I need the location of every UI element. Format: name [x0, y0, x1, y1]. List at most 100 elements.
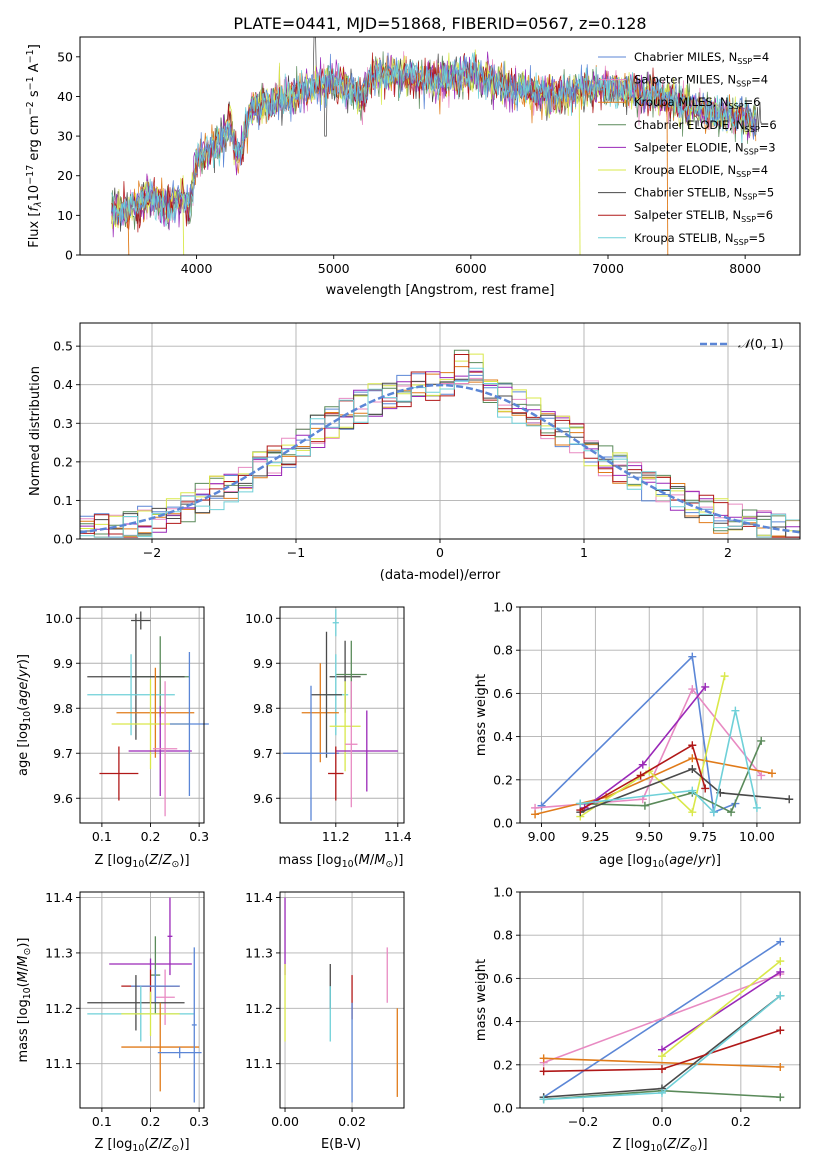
label-part: M: [359, 853, 370, 868]
legend-name: Salpeter ELODIE, N: [634, 140, 744, 154]
label-part: M: [16, 971, 31, 982]
legend-sub: SSP: [736, 170, 751, 179]
label-part: /: [158, 1137, 163, 1152]
label-part: M: [16, 956, 31, 967]
spectrum-line: [111, 49, 756, 229]
x-tick-label: 0.00: [271, 1114, 299, 1129]
weight-marker: [776, 1093, 785, 1102]
error-bar: [329, 681, 361, 772]
y-tick-label: 0.1: [53, 493, 73, 508]
x-tick-label: −2: [143, 545, 161, 560]
x-tick-label: 0.1: [92, 829, 112, 844]
legend-sub: SSP: [734, 238, 749, 247]
weight-marker: [688, 652, 697, 661]
y-tick-label: 9.8: [253, 701, 273, 716]
label-part: )]: [697, 1137, 707, 1152]
legend-suffix: =5: [749, 231, 766, 245]
y-tick-label: 9.8: [53, 701, 73, 716]
x-tick-label: 11.2: [322, 829, 350, 844]
legend-suffix: =3: [759, 140, 776, 154]
weight-series: [576, 706, 761, 817]
legend-name: Chabrier MILES, N: [634, 50, 737, 64]
legend-sub: SSP: [744, 147, 759, 156]
y-axis-label: mass weight: [474, 674, 489, 756]
x-tick-label: 0.2: [141, 829, 161, 844]
y-tick-label: 9.6: [253, 791, 273, 806]
weight-marker: [776, 957, 785, 966]
legend-entry: Salpeter STELIB, NSSP=6: [634, 208, 773, 224]
label-part: Flux [: [27, 212, 42, 248]
legend-entry: 𝒩(0, 1): [738, 336, 784, 351]
weight-marker: [701, 784, 710, 793]
error-bar: [87, 613, 185, 740]
legend-sub: SSP: [742, 193, 757, 202]
weight-marker: [757, 736, 766, 745]
label-part: −1: [25, 76, 36, 90]
x-tick-label: 2: [724, 545, 732, 560]
label-part: /: [676, 1137, 681, 1152]
label-part: Z: [162, 1137, 173, 1152]
error-bar: [345, 681, 358, 808]
label-part: 10: [132, 1143, 144, 1154]
error-bar: [328, 746, 344, 801]
y-tick-label: 11.1: [245, 1056, 273, 1071]
y-axis-label: Normed distribution: [28, 366, 43, 496]
weight-marker: [701, 682, 710, 691]
axes-frame: [279, 891, 405, 1109]
x-axis-label: Z [log10(Z/Z⊙)]: [94, 1137, 189, 1154]
weight-series: [539, 991, 785, 1104]
x-tick-label: 0.1: [92, 1114, 112, 1129]
weight-line: [579, 675, 726, 818]
legend-suffix: =4: [752, 50, 769, 64]
y-tick-label: 9.7: [53, 746, 73, 761]
spectrum-mask-drop: [666, 98, 669, 255]
label-part: )]: [393, 853, 403, 868]
y-axis-label: mass weight: [474, 959, 489, 1041]
label-part: 10: [22, 987, 33, 999]
error-bar: [87, 975, 185, 1031]
y-tick-label: 11.2: [245, 1001, 273, 1016]
label-part: f: [27, 205, 42, 212]
axes-frame: [79, 322, 801, 540]
axes-frame: [79, 36, 801, 256]
legend-sub: SSP: [736, 80, 751, 89]
x-tick-label: 0: [436, 545, 444, 560]
label-part: 10: [342, 859, 354, 870]
label-part: mass [log: [16, 999, 31, 1062]
label-part: age: [16, 682, 31, 706]
error-bar: [121, 991, 180, 1036]
error-bar: [335, 710, 398, 792]
x-tick-label: 4000: [181, 261, 213, 276]
x-axis-label: (data-model)/error: [380, 568, 501, 583]
legend-sub: SSP: [741, 215, 756, 224]
y-tick-label: 0.0: [493, 816, 513, 831]
label-part: /: [693, 853, 698, 868]
legend-entry: Chabrier STELIB, NSSP=5: [634, 186, 774, 202]
label-part: /: [158, 853, 163, 868]
label-part: s: [27, 90, 42, 101]
label-part: (: [144, 853, 149, 868]
label-part: age: [669, 853, 693, 868]
x-tick-label: 6000: [455, 261, 487, 276]
label-part: 10: [650, 1143, 662, 1154]
legend-entry: Kroupa MILES, NSSP=6: [634, 95, 760, 111]
figure-title: PLATE=0441, MJD=51868, FIBERID=0567, z=0…: [233, 14, 646, 33]
y-tick-label: 10: [57, 208, 73, 223]
x-tick-label: 0.0: [652, 1114, 672, 1129]
weight-marker: [539, 1054, 548, 1063]
spectrum-mask-drop: [578, 88, 581, 255]
histogram-series: [80, 353, 800, 538]
label-part: ⊙: [172, 1143, 180, 1154]
error-bar: [155, 969, 175, 1025]
legend-sub: SSP: [737, 57, 752, 66]
weight-marker: [768, 769, 776, 778]
weight-marker: [657, 1088, 666, 1097]
x-axis-label: Z [log10(Z/Z⊙)]: [612, 1137, 707, 1154]
error-bar: [87, 654, 175, 736]
x-tick-label: 9.25: [581, 829, 609, 844]
y-tick-label: 0.6: [493, 971, 513, 986]
y-tick-label: 0.4: [493, 1014, 513, 1029]
x-tick-label: 11.4: [384, 829, 412, 844]
y-tick-label: 11.4: [245, 890, 273, 905]
